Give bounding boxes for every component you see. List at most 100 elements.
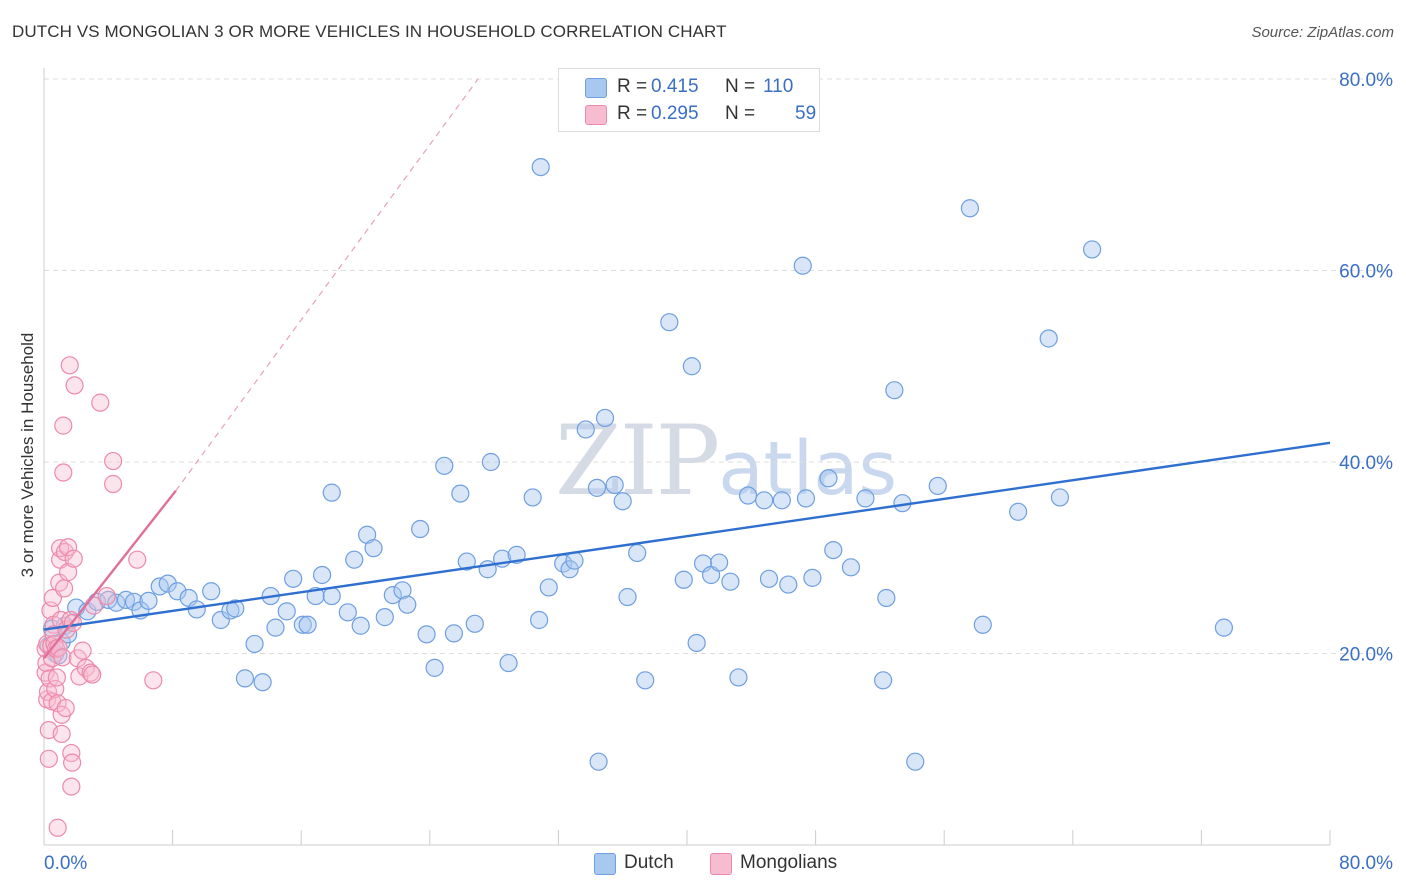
data-point — [62, 777, 81, 796]
data-point — [52, 724, 71, 744]
data-point — [375, 608, 394, 627]
data-point — [759, 569, 779, 588]
data-point — [531, 157, 550, 177]
data-point — [499, 653, 518, 673]
data-point — [59, 563, 78, 582]
data-point — [841, 558, 861, 577]
data-point — [530, 610, 549, 630]
data-point — [819, 469, 838, 488]
data-point — [235, 669, 255, 688]
y-tick-label: 20.0% — [1339, 645, 1393, 666]
data-point — [1082, 240, 1102, 259]
data-point — [277, 602, 296, 621]
data-point — [885, 381, 904, 400]
data-point — [202, 582, 221, 601]
data-point — [322, 483, 341, 502]
x-tick-label: 0.0% — [44, 853, 87, 874]
data-point — [796, 489, 816, 508]
data-point — [53, 648, 72, 667]
legend-r-value: 0.415 — [651, 76, 699, 97]
legend-n-value: 110 — [763, 76, 794, 97]
data-point — [636, 671, 655, 690]
data-point — [364, 539, 383, 558]
data-point — [298, 615, 317, 634]
data-point — [351, 616, 370, 635]
data-point — [738, 486, 758, 505]
data-point — [576, 420, 595, 439]
data-point — [64, 549, 83, 568]
data-point — [674, 570, 693, 589]
data-point — [856, 489, 875, 508]
data-point — [39, 749, 58, 768]
data-point — [755, 491, 774, 510]
data-point — [91, 393, 110, 412]
data-point — [245, 634, 264, 654]
y-tick-label: 40.0% — [1339, 453, 1393, 474]
data-point — [73, 641, 92, 660]
data-point — [59, 538, 78, 557]
source-label: Source: ZipAtlas.com — [1251, 24, 1394, 41]
data-point — [104, 451, 123, 471]
data-point — [973, 615, 992, 634]
data-point — [253, 673, 272, 692]
y-axis-label: 3 or more Vehicles in Household — [18, 333, 37, 578]
data-point — [65, 376, 84, 395]
data-point — [793, 256, 812, 275]
trend-line-mongolians — [43, 489, 177, 660]
data-point — [211, 610, 230, 630]
bottom-legend-swatch-dutch — [594, 853, 616, 875]
bottom-legend-swatch-mongolians — [710, 853, 732, 875]
data-point — [83, 665, 102, 684]
data-point — [54, 463, 73, 482]
data-point — [97, 586, 116, 606]
bottom-legend-label: Dutch — [624, 852, 674, 873]
legend-n-value: 59 — [795, 103, 817, 124]
data-point — [144, 671, 163, 690]
data-point — [587, 478, 607, 497]
data-point — [46, 679, 65, 699]
data-point — [1050, 488, 1070, 507]
watermark-atlas: atlas — [718, 426, 898, 512]
data-point — [444, 624, 464, 643]
data-point — [595, 408, 615, 428]
data-point — [565, 551, 584, 570]
bottom-legend-label: Mongolians — [740, 852, 838, 873]
data-point — [523, 488, 542, 507]
data-point — [393, 581, 412, 600]
data-point — [417, 625, 436, 644]
data-point — [425, 658, 444, 677]
legend-r-label: R = — [617, 103, 648, 124]
data-point — [803, 568, 822, 587]
data-point — [312, 565, 332, 585]
data-point — [345, 550, 364, 569]
data-point — [60, 356, 79, 375]
data-point — [729, 668, 748, 687]
data-point — [560, 560, 579, 579]
data-point — [104, 474, 123, 494]
data-point — [960, 199, 980, 218]
data-point — [710, 553, 729, 572]
data-point — [687, 633, 706, 653]
data-point — [874, 671, 893, 690]
data-point — [435, 456, 454, 475]
series-mongolians — [36, 356, 163, 837]
data-point — [266, 618, 285, 637]
legend-swatch-dutch — [585, 78, 607, 98]
legend-r-label: R = — [617, 76, 648, 97]
data-point — [618, 587, 637, 607]
data-point — [62, 743, 81, 763]
trend-line-extension — [175, 78, 479, 492]
data-point — [613, 492, 632, 511]
y-tick-label: 80.0% — [1339, 70, 1393, 91]
data-point — [168, 582, 187, 601]
data-point — [56, 698, 75, 718]
data-point — [158, 574, 177, 593]
data-point — [906, 752, 925, 771]
x-tick-label: 80.0% — [1339, 853, 1393, 874]
legend-r-value: 0.295 — [651, 103, 699, 124]
data-point — [779, 575, 798, 594]
data-point — [48, 818, 67, 837]
legend-swatch-mongolians — [585, 105, 607, 125]
data-point — [824, 540, 843, 560]
